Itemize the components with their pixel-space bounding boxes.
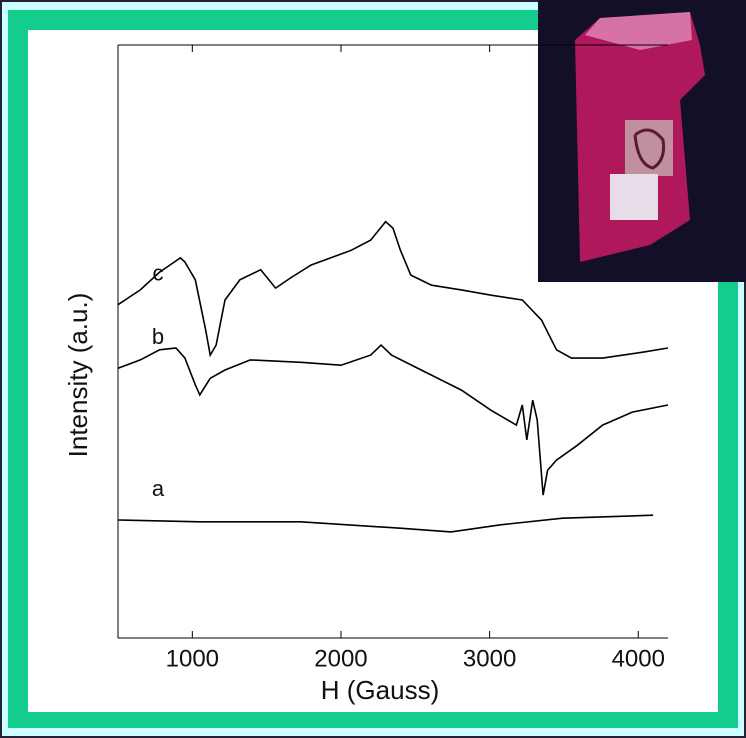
x-tick-label: 3000 bbox=[463, 645, 516, 672]
spectrum-line bbox=[117, 343, 669, 496]
y-axis-label: Intensity (a.u.) bbox=[63, 293, 93, 458]
white-square bbox=[610, 174, 658, 220]
curve-label: a bbox=[152, 476, 165, 501]
x-tick-label: 2000 bbox=[314, 645, 367, 672]
x-tick-label: 1000 bbox=[166, 645, 219, 672]
curve-label: b bbox=[152, 324, 164, 349]
x-axis-label: H (Gauss) bbox=[321, 675, 439, 705]
spectrum-line bbox=[117, 514, 654, 533]
curve-label: c bbox=[153, 261, 164, 286]
spectrum-line bbox=[117, 220, 669, 359]
pattern-figure bbox=[633, 128, 665, 170]
photo-inset bbox=[538, 0, 746, 282]
x-tick-label: 4000 bbox=[612, 645, 665, 672]
plate-edge bbox=[585, 12, 692, 50]
